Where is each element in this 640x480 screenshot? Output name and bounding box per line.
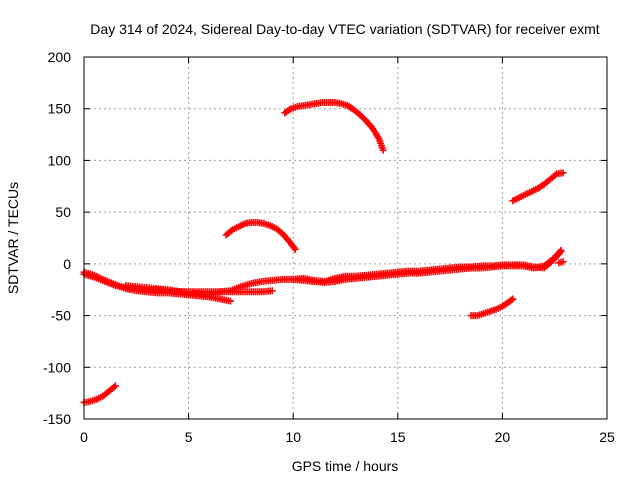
x-tick-label: 15	[390, 429, 406, 445]
y-tick-label: -150	[43, 411, 71, 427]
y-tick-label: 0	[63, 256, 71, 272]
y-tick-label: 100	[48, 152, 72, 168]
series-arc-late-low	[467, 295, 517, 320]
x-tick-label: 10	[285, 429, 301, 445]
x-tick-label: 25	[599, 429, 615, 445]
data-point	[379, 146, 387, 154]
y-tick-label: 200	[48, 49, 72, 65]
x-tick-label: 0	[80, 429, 88, 445]
y-tick-label: -100	[43, 359, 71, 375]
y-tick-label: 150	[48, 101, 72, 117]
series-arc-late-stub	[555, 258, 567, 267]
y-tick-label: 50	[55, 204, 71, 220]
data-point	[507, 296, 515, 304]
x-tick-label: 5	[185, 429, 193, 445]
x-axis-label: GPS time / hours	[292, 458, 399, 474]
data-point	[559, 258, 567, 266]
y-tick-label: -50	[51, 308, 71, 324]
data-point	[291, 245, 299, 253]
x-tick-label: 20	[495, 429, 511, 445]
grid-lines	[84, 57, 607, 419]
data-point	[268, 287, 276, 295]
axis-ticks: 0 5 10 15 20 25 -150 -100 -50 0 50 100 150 200	[43, 49, 615, 445]
data-point	[509, 295, 517, 303]
series-arc-early-hump	[222, 218, 299, 253]
data-point	[557, 246, 565, 254]
data-point	[226, 297, 234, 305]
series-arc-early-low	[80, 382, 119, 406]
plot-frame	[83, 56, 608, 420]
series-arc-high-peak	[281, 99, 387, 154]
data-marks	[80, 99, 567, 406]
data-point	[111, 382, 119, 390]
data-point	[559, 169, 567, 177]
y-axis-label: SDTVAR / TECUs	[5, 182, 21, 294]
series-arc-late-rise	[509, 169, 567, 205]
series-arc-main-lower	[289, 246, 565, 286]
chart-title: Day 314 of 2024, Sidereal Day-to-day VTE…	[90, 21, 599, 37]
